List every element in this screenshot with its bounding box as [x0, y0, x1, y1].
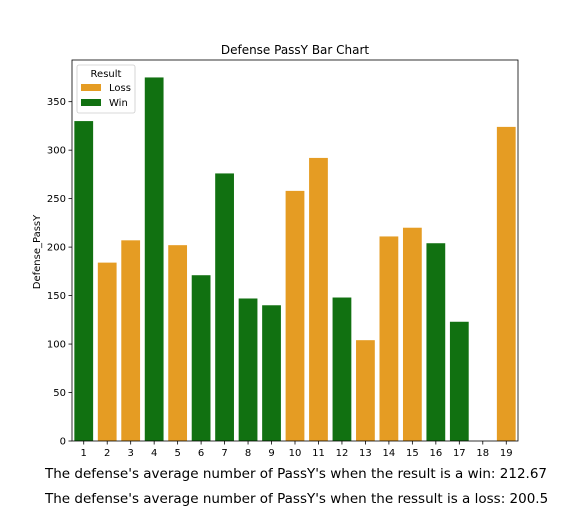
- y-axis-label: Defense_PassY: [32, 214, 43, 289]
- x-tick-label: 18: [476, 448, 489, 459]
- bar-8: [238, 298, 258, 441]
- x-tick-label: 13: [359, 448, 372, 459]
- x-tick-label: 16: [429, 448, 442, 459]
- x-tick-label: 3: [127, 448, 133, 459]
- x-tick-label: 11: [312, 448, 325, 459]
- legend-swatch-win: [81, 99, 101, 106]
- legend-title: Result: [91, 69, 122, 80]
- y-tick-label: 150: [47, 291, 66, 302]
- chart-title: Defense PassY Bar Chart: [221, 43, 370, 57]
- x-tick-label: 6: [198, 448, 204, 459]
- loss-average-caption: The defense's average number of PassY's …: [45, 491, 549, 507]
- x-tick-label: 2: [104, 448, 110, 459]
- win-average-caption: The defense's average number of PassY's …: [45, 466, 548, 482]
- bar-10: [285, 190, 305, 441]
- bar-2: [97, 262, 117, 441]
- bar-17: [449, 321, 469, 441]
- bar-3: [121, 240, 141, 441]
- x-tick-label: 1: [81, 448, 87, 459]
- x-tick-label: 19: [500, 448, 513, 459]
- y-tick-label: 350: [47, 97, 66, 108]
- x-tick-label: 10: [289, 448, 302, 459]
- bar-16: [426, 243, 446, 441]
- x-tick-label: 8: [245, 448, 251, 459]
- y-tick-label: 100: [47, 340, 66, 351]
- bar-7: [215, 173, 234, 441]
- x-tick-label: 7: [221, 448, 227, 459]
- bar-4: [144, 77, 164, 441]
- y-tick-label: 200: [47, 243, 66, 254]
- bar-11: [309, 157, 328, 442]
- bar-19: [496, 126, 516, 441]
- x-tick-label: 9: [268, 448, 274, 459]
- x-tick-label: 5: [174, 448, 180, 459]
- legend-label-win: Win: [109, 98, 128, 109]
- bar-9: [262, 305, 281, 441]
- y-tick-label: 250: [47, 194, 66, 205]
- y-tick-label: 0: [60, 437, 66, 448]
- bar-6: [191, 275, 211, 441]
- x-tick-label: 15: [406, 448, 419, 459]
- x-tick-label: 14: [383, 448, 396, 459]
- bar-5: [168, 245, 188, 441]
- legend-swatch-loss: [81, 84, 101, 91]
- bar-14: [379, 236, 399, 441]
- plot-frame: [71, 59, 519, 442]
- legend: Result Loss Win: [76, 64, 136, 114]
- y-tick-label: 50: [53, 388, 66, 399]
- x-tick-label: 12: [336, 448, 349, 459]
- x-tick-label: 4: [151, 448, 157, 459]
- legend-label-loss: Loss: [109, 83, 131, 94]
- bar-15: [402, 227, 422, 441]
- x-tick-label: 17: [453, 448, 466, 459]
- bar-13: [356, 340, 375, 441]
- bar-12: [332, 297, 352, 441]
- y-tick-label: 300: [47, 146, 66, 157]
- bar-1: [74, 121, 94, 441]
